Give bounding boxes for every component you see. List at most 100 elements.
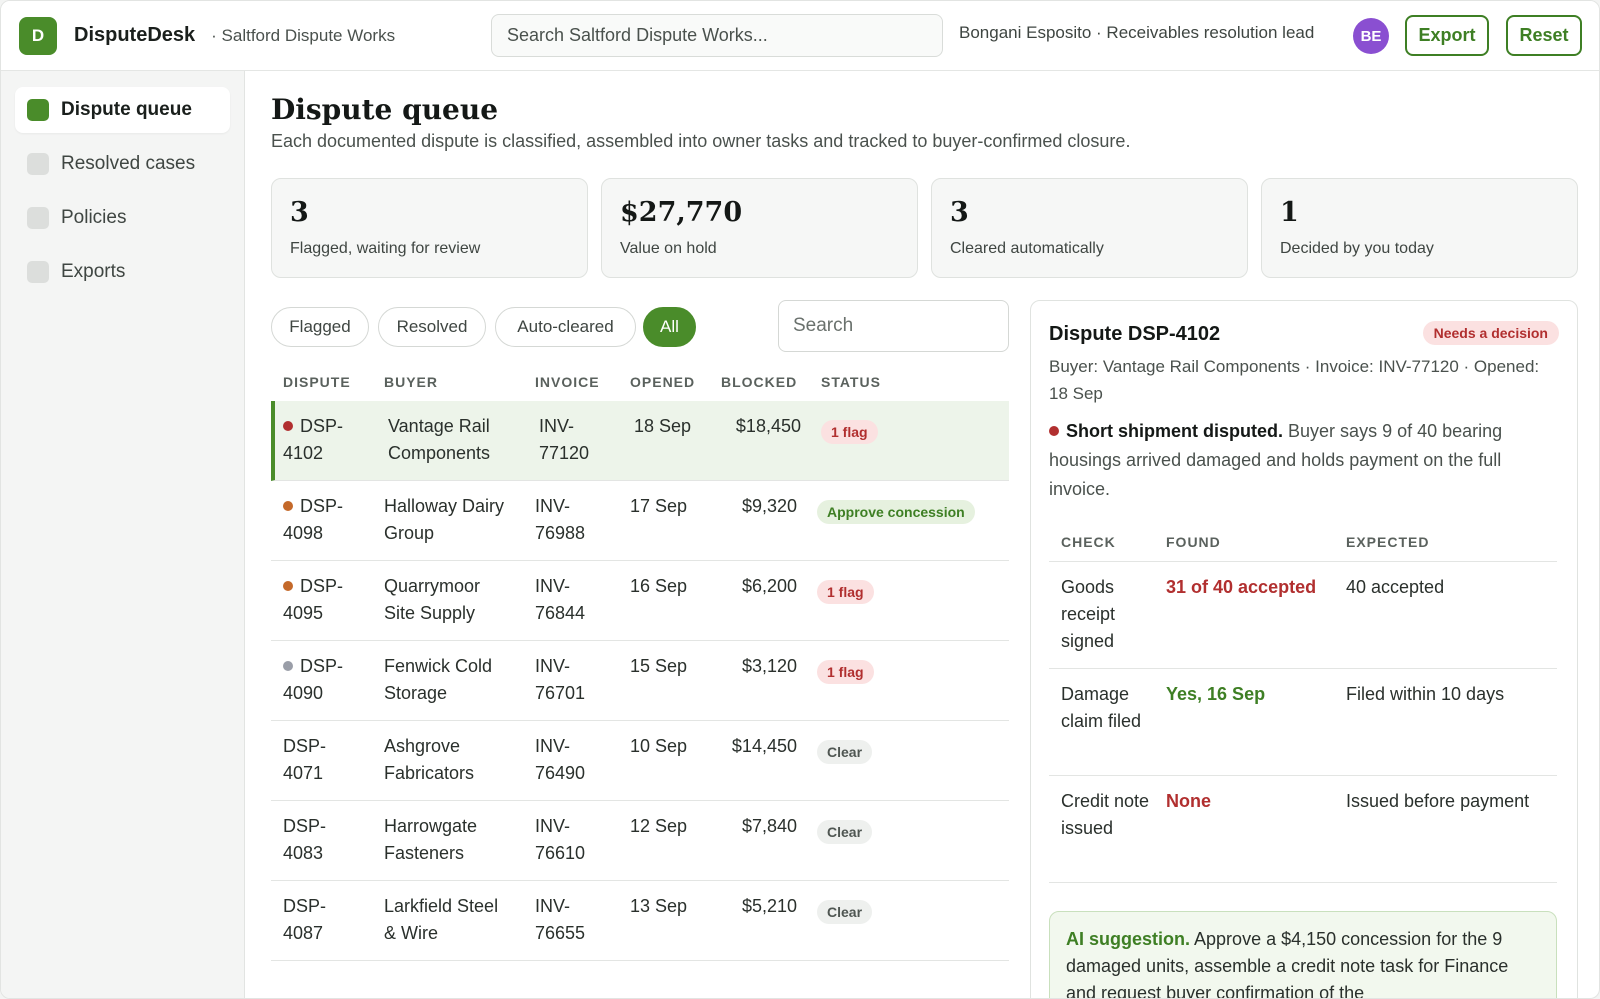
stat-value: 1: [1280, 197, 1299, 228]
column-header[interactable]: DISPUTE: [283, 374, 351, 390]
check-name: Goods receipt signed: [1061, 577, 1116, 651]
dispute-queue-icon: [27, 99, 49, 121]
column-header[interactable]: BUYER: [384, 374, 439, 390]
sidebar-item-policies[interactable]: Policies: [15, 195, 230, 241]
status-cell: 1 flag: [817, 658, 874, 685]
invoice-digits: 76655: [535, 923, 586, 943]
invoice-prefix: INV-: [535, 896, 571, 916]
priority-dot-icon: [283, 581, 293, 591]
invoice-number: INV- 76844: [535, 573, 615, 627]
invoice-prefix: INV-: [535, 496, 571, 516]
check-row: Goods receipt signed 31 of 40 accepted 40 …: [1049, 562, 1557, 669]
dispute-id-number: 4102: [283, 443, 324, 463]
reset-button[interactable]: Reset: [1506, 15, 1582, 56]
blocked-amount: $3,120: [741, 656, 797, 676]
dispute-id: DSP- 4090: [283, 653, 361, 707]
checks-table: CHECK FOUND EXPECTED Goods receipt signe…: [1049, 520, 1557, 883]
invoice-digits: 76701: [535, 683, 586, 703]
invoice-number: INV- 76610: [535, 813, 615, 867]
filter-chip-resolved[interactable]: Resolved: [378, 307, 486, 347]
export-button[interactable]: Export: [1405, 15, 1489, 56]
invoice-prefix: INV-: [535, 576, 571, 596]
page-subtitle: Each documented dispute is classified, a…: [271, 131, 1131, 151]
dispute-id-number: 4087: [283, 923, 324, 943]
table-row[interactable]: DSP- 4083 Harrowgate Fasteners INV- 76610 12 S…: [271, 801, 1009, 881]
invoice-prefix: INV-: [535, 736, 571, 756]
stat-label: Cleared automatically: [950, 240, 1104, 257]
resolved-cases-icon: [27, 153, 49, 175]
buyer-name: Fenwick Cold Storage: [384, 653, 524, 707]
sidebar-item-dispute-queue[interactable]: Dispute queue: [15, 87, 230, 133]
filter-chip-auto-cleared[interactable]: Auto-cleared: [495, 307, 636, 347]
dispute-id-prefix: DSP-: [283, 816, 327, 836]
table-header: DISPUTE BUYER INVOICE OPENED BLOCKED STA…: [271, 361, 1009, 401]
column-header[interactable]: OPENED: [630, 374, 696, 390]
check-row: Damage claim filed Yes, 16 Sep Filed withi…: [1049, 669, 1557, 776]
stat-card-cleared: 3 Cleared automatically: [931, 178, 1248, 278]
stat-card-flagged: 3 Flagged, waiting for review: [271, 178, 588, 278]
column-header[interactable]: BLOCKED: [721, 374, 798, 390]
check-expected: 40 accepted: [1346, 577, 1445, 597]
filter-chip-all[interactable]: All: [643, 307, 696, 347]
dispute-id-prefix: DSP-: [283, 736, 327, 756]
check-found: Yes, 16 Sep: [1166, 684, 1266, 704]
sidebar: Dispute queue Resolved cases Policies Ex…: [1, 71, 245, 998]
status-badge: Clear: [817, 820, 873, 844]
status-cell: 1 flag: [821, 418, 878, 445]
issue-text: Buyer says 9 of 40 bearing housings arri…: [1049, 421, 1503, 499]
stat-label: Decided by you today: [1280, 240, 1434, 257]
dispute-id: DSP- 4071: [283, 733, 361, 787]
table-row[interactable]: DSP- 4071 Ashgrove Fabricators INV- 76490 10 S…: [271, 721, 1009, 801]
status-badge: Clear: [817, 740, 873, 764]
table-body: DSP- 4102 Vantage Rail Components INV- 77120 1…: [271, 401, 1009, 961]
dispute-id-number: 4095: [283, 603, 324, 623]
blocked-amount: $6,200: [741, 576, 797, 596]
invoice-digits: 76844: [535, 603, 586, 623]
table-row[interactable]: DSP- 4090 Fenwick Cold Storage INV- 76701 15 S…: [271, 641, 1009, 721]
buyer-line-2: Site Supply: [384, 603, 476, 623]
list-search-input[interactable]: Search: [778, 300, 1009, 352]
status-badge: Clear: [817, 900, 873, 924]
workspace-name: · Saltford Dispute Works: [211, 25, 396, 45]
sidebar-item-label: Dispute queue: [61, 99, 192, 120]
stat-value: 3: [950, 197, 969, 228]
exports-icon: [27, 261, 49, 283]
stat-label: Value on hold: [620, 240, 717, 257]
global-search-placeholder: Search Saltford Dispute Works...: [507, 25, 768, 45]
blocked-amount: $9,320: [741, 496, 797, 516]
buyer-line-1: Larkfield Steel: [384, 896, 499, 916]
page-title: Dispute queue: [271, 93, 499, 126]
table-row[interactable]: DSP- 4102 Vantage Rail Components INV- 77120 1…: [271, 401, 1009, 481]
dispute-id-prefix: DSP-: [300, 576, 344, 596]
table-row[interactable]: DSP- 4095 Quarrymoor Site Supply INV- 76844 16…: [271, 561, 1009, 641]
dispute-id-number: 4098: [283, 523, 324, 543]
table-row[interactable]: DSP- 4098 Halloway Dairy Group INV- 76988 17 S…: [271, 481, 1009, 561]
sidebar-item-resolved-cases[interactable]: Resolved cases: [15, 141, 230, 187]
sidebar-item-exports[interactable]: Exports: [15, 249, 230, 295]
main-content: Dispute queue Each documented dispute is…: [245, 71, 1599, 998]
buyer-line-1: Quarrymoor: [384, 576, 481, 596]
invoice-digits: 76610: [535, 843, 586, 863]
column-header[interactable]: STATUS: [821, 374, 881, 390]
buyer-name: Vantage Rail Components: [388, 413, 528, 467]
list-search-placeholder: Search: [793, 315, 854, 336]
ai-suggestion: AI suggestion. Approve a $4,150 concessi…: [1049, 911, 1557, 998]
check-row: Credit note issued None Issued before paym…: [1049, 776, 1557, 883]
detail-title: Dispute DSP-4102: [1049, 323, 1221, 345]
opened-date: 10 Sep: [630, 736, 688, 756]
dispute-detail-panel: Dispute DSP-4102 Needs a decision Buyer:…: [1030, 300, 1578, 998]
filter-chip-flagged[interactable]: Flagged: [271, 307, 369, 347]
check-found: None: [1166, 791, 1211, 811]
check-expected: Issued before payment: [1346, 791, 1530, 811]
dispute-id-number: 4090: [283, 683, 324, 703]
blocked-amount: $18,450: [735, 416, 801, 436]
column-header: EXPECTED: [1346, 534, 1430, 550]
app-name: DisputeDesk: [74, 24, 196, 46]
table-row[interactable]: DSP- 4087 Larkfield Steel & Wire INV- 76655 13…: [271, 881, 1009, 961]
global-search-input[interactable]: Search Saltford Dispute Works...: [491, 14, 943, 57]
status-cell: Clear: [817, 738, 873, 765]
dispute-id: DSP- 4102: [283, 413, 361, 467]
avatar[interactable]: BE: [1353, 18, 1389, 54]
column-header[interactable]: INVOICE: [535, 374, 600, 390]
status-cell: Clear: [817, 898, 873, 925]
